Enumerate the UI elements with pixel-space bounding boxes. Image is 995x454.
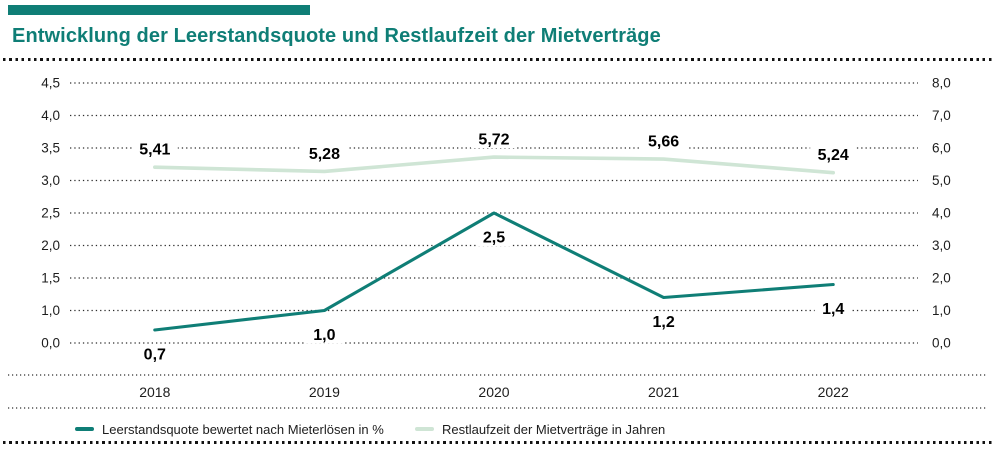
- y-axis-tick-right: 5,0: [932, 173, 951, 188]
- y-axis-tick-left: 4,0: [41, 108, 60, 123]
- y-axis-tick-right: 1,0: [932, 303, 951, 318]
- y-axis-tick-left: 3,0: [41, 173, 60, 188]
- data-label-backing: [814, 299, 852, 318]
- data-label: 5,41: [139, 142, 170, 159]
- data-label-backing: [640, 132, 687, 151]
- data-label-backing: [136, 345, 174, 363]
- legend-label-restlaufzeit: Restlaufzeit der Mietverträge in Jahren: [442, 421, 666, 437]
- data-label: 1,4: [822, 301, 844, 318]
- data-label-backing: [471, 130, 517, 149]
- legend-item-restlaufzeit: Restlaufzeit der Mietverträge in Jahren: [415, 421, 665, 437]
- x-axis-label: 2018: [139, 384, 170, 400]
- top-accent-bar: [8, 5, 310, 15]
- data-label-backing: [305, 325, 343, 344]
- legend-item-leerstandsquote: Leerstandsquote bewertet nach Mieterlöse…: [75, 421, 384, 437]
- data-label: 5,28: [309, 146, 340, 163]
- series-line: [153, 211, 835, 332]
- data-label: 1,0: [313, 327, 335, 344]
- y-axis-tick-left: 4,5: [41, 76, 60, 91]
- y-axis-tick-right: 2,0: [932, 271, 951, 286]
- separator-dotted-bottom: [3, 441, 992, 444]
- data-label-backing: [810, 145, 857, 164]
- data-label: 1,2: [652, 314, 674, 331]
- data-label-backing: [131, 140, 178, 159]
- y-axis-tick-left: 1,0: [41, 303, 60, 318]
- data-label-backing: [645, 312, 683, 331]
- series-line: [153, 155, 836, 175]
- legend-dash-restlaufzeit-icon: [415, 427, 434, 431]
- y-axis-tick-right: 0,0: [932, 336, 951, 351]
- y-axis-tick-left: 1,5: [41, 271, 60, 286]
- y-axis-tick-left: 2,0: [41, 238, 60, 253]
- data-label-backing: [301, 144, 348, 163]
- y-axis-tick-left: 2,5: [41, 206, 60, 221]
- y-axis-tick-right: 8,0: [932, 76, 951, 91]
- y-axis-tick-right: 6,0: [932, 141, 951, 156]
- separator-dotted-top: [3, 58, 992, 61]
- chart-title: Entwicklung der Leerstandsquote und Rest…: [12, 25, 661, 47]
- data-label: 2,5: [483, 230, 505, 247]
- x-axis-label: 2019: [309, 384, 340, 400]
- x-axis-label: 2022: [818, 384, 849, 400]
- data-label-backing: [475, 228, 513, 246]
- y-axis-tick-right: 4,0: [932, 206, 951, 221]
- legend-label-leerstandsquote: Leerstandsquote bewertet nach Mieterlöse…: [102, 421, 384, 437]
- y-axis-tick-right: 7,0: [932, 108, 951, 123]
- x-axis-label: 2020: [478, 384, 509, 400]
- y-axis-tick-right: 3,0: [932, 238, 951, 253]
- x-axis-label: 2021: [648, 384, 679, 400]
- y-axis-tick-left: 0,0: [41, 336, 60, 351]
- y-axis-tick-left: 3,5: [41, 141, 60, 156]
- data-label: 0,7: [144, 347, 166, 364]
- data-label: 5,72: [478, 132, 509, 149]
- legend-dash-leerstandsquote-icon: [75, 427, 94, 431]
- data-label: 5,66: [648, 134, 679, 151]
- data-label: 5,24: [818, 147, 849, 164]
